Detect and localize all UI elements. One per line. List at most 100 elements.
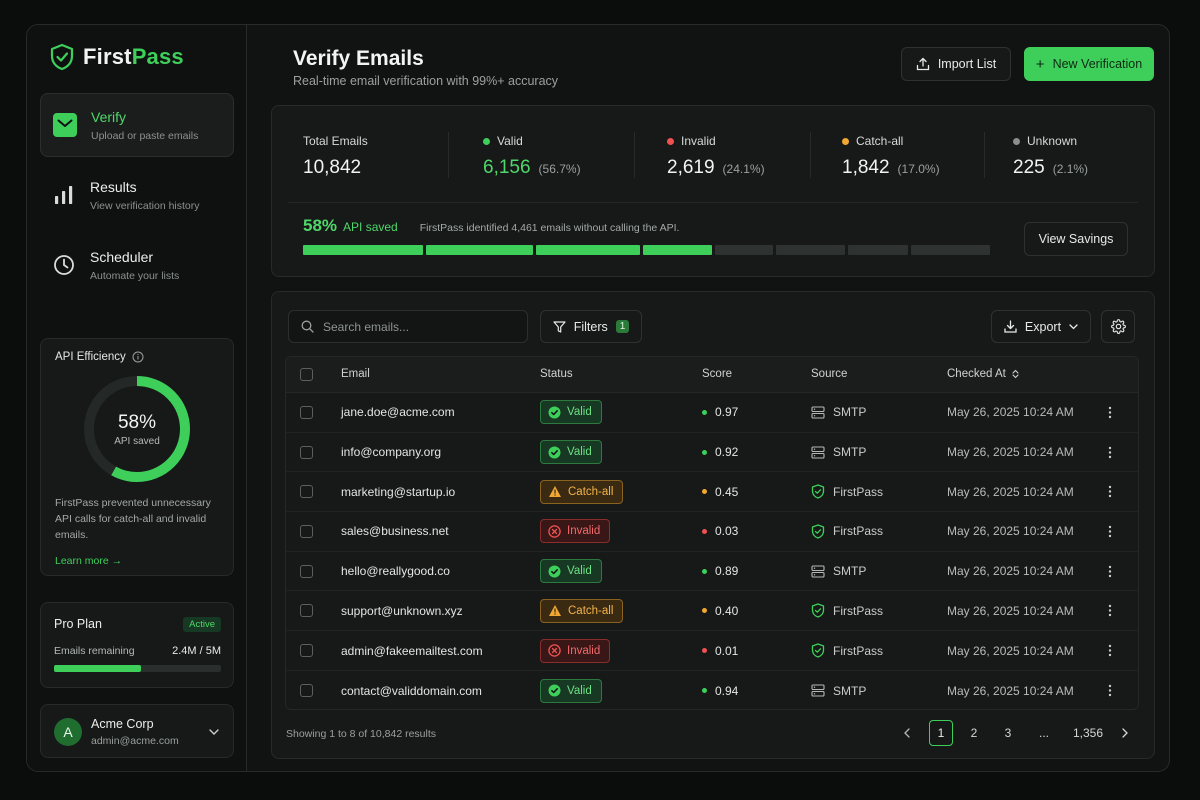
view-savings-button[interactable]: View Savings — [1024, 222, 1128, 256]
progress-segment — [848, 245, 908, 255]
shield-check-icon — [811, 484, 825, 499]
score-dot — [702, 449, 707, 455]
api-efficiency-title: API Efficiency — [55, 351, 144, 363]
new-verification-button[interactable]: + New Verification — [1024, 47, 1154, 81]
filters-button[interactable]: Filters 1 — [540, 310, 642, 343]
app-window: FirstPass Verify Upload or paste emails … — [26, 24, 1170, 772]
search-input[interactable] — [323, 319, 513, 334]
plan-status-badge: Active — [183, 617, 221, 632]
row-actions-button[interactable] — [1108, 472, 1112, 511]
more-vertical-icon — [1108, 406, 1112, 419]
server-icon — [811, 565, 825, 578]
row-checkbox[interactable] — [300, 445, 313, 459]
efficiency-donut: 58% API saved — [84, 376, 190, 482]
select-all-checkbox[interactable] — [300, 368, 313, 381]
row-checkbox[interactable] — [300, 405, 313, 419]
import-list-button[interactable]: Import List — [901, 47, 1011, 81]
status-badge: Valid — [540, 400, 602, 425]
row-actions-button[interactable] — [1108, 592, 1112, 631]
row-checkbox[interactable] — [300, 485, 313, 499]
plan-usage-fill — [54, 665, 141, 672]
page-button-2[interactable]: 2 — [970, 726, 978, 740]
more-vertical-icon — [1108, 486, 1112, 498]
checked-at-cell: May 26, 2025 10:24 AM — [947, 643, 1074, 658]
table-row[interactable]: admin@fakeemailtest.com Invalid 0.01 FirstP… — [286, 631, 1138, 671]
page-button-3[interactable]: 3 — [1004, 726, 1012, 740]
shield-check-icon — [811, 603, 825, 618]
row-checkbox[interactable] — [300, 564, 313, 578]
check-circle-icon — [548, 406, 561, 419]
row-actions-button[interactable] — [1108, 393, 1112, 432]
email-cell: info@company.org — [341, 445, 442, 460]
row-actions-button[interactable] — [1108, 433, 1112, 472]
table-row[interactable]: info@company.org Valid 0.92 SMTP May 26, 202… — [286, 433, 1138, 473]
table-row[interactable]: sales@business.net Invalid 0.03 FirstPass Ma… — [286, 512, 1138, 552]
envelope-icon — [53, 113, 77, 137]
row-actions-button[interactable] — [1108, 552, 1112, 591]
checked-at-cell: May 26, 2025 10:24 AM — [947, 603, 1074, 618]
nav-item-scheduler[interactable]: Scheduler Automate your lists — [40, 233, 234, 297]
column-source[interactable]: Source — [811, 368, 848, 380]
next-page-button[interactable] — [1118, 720, 1132, 746]
row-checkbox[interactable] — [300, 604, 313, 618]
logo: FirstPass — [49, 43, 184, 71]
row-actions-button[interactable] — [1108, 671, 1112, 709]
score-dot — [702, 568, 707, 574]
table-header: Email Status Score Source Checked At — [286, 357, 1138, 393]
column-checked-at[interactable]: Checked At — [947, 368, 1019, 380]
page-button-1[interactable]: 1 — [929, 720, 953, 746]
info-icon[interactable] — [132, 351, 144, 363]
x-circle-icon — [548, 644, 561, 657]
table-row[interactable]: support@unknown.xyz Catch-all 0.40 FirstPas… — [286, 592, 1138, 632]
export-button[interactable]: Export — [991, 310, 1091, 343]
emails-remaining-label: Emails remaining — [54, 645, 135, 657]
email-cell: marketing@startup.io — [341, 484, 456, 499]
filters-count-badge: 1 — [615, 320, 630, 333]
page-button-last[interactable]: 1,356 — [1072, 726, 1104, 740]
table-row[interactable]: contact@validdomain.com Valid 0.94 SMTP May … — [286, 671, 1138, 709]
server-icon — [811, 445, 825, 459]
table-row[interactable]: hello@reallygood.co Valid 0.89 SMTP May 26, … — [286, 552, 1138, 592]
row-checkbox[interactable] — [300, 644, 313, 658]
api-efficiency-card: API Efficiency 58% API saved FirstPass p… — [40, 338, 234, 576]
source-cell: SMTP — [811, 433, 866, 472]
shield-check-icon — [50, 43, 74, 71]
catchall-dot — [842, 137, 849, 145]
source-cell: SMTP — [811, 552, 866, 591]
score-cell: 0.45 — [702, 472, 738, 511]
score-dot — [702, 608, 707, 614]
nav-subtitle: View verification history — [90, 199, 200, 212]
clock-icon — [52, 253, 76, 277]
nav-title: Verify — [91, 108, 127, 125]
nav-item-verify[interactable]: Verify Upload or paste emails — [40, 93, 234, 157]
status-badge: Valid — [540, 559, 602, 584]
row-checkbox[interactable] — [300, 684, 313, 698]
column-status[interactable]: Status — [540, 368, 573, 380]
settings-button[interactable] — [1101, 310, 1135, 343]
row-actions-button[interactable] — [1108, 631, 1112, 670]
shield-check-icon — [811, 643, 825, 658]
account-switcher[interactable]: A Acme Corp admin@acme.com — [40, 704, 234, 758]
valid-dot — [483, 137, 490, 145]
more-vertical-icon — [1108, 605, 1112, 617]
prev-page-button[interactable] — [898, 720, 916, 746]
email-cell: support@unknown.xyz — [341, 603, 463, 618]
email-cell: contact@validdomain.com — [341, 683, 482, 698]
row-actions-button[interactable] — [1108, 512, 1112, 551]
chevron-right-icon — [1122, 728, 1128, 738]
stat-invalid: Invalid 2,619 (24.1%) — [667, 134, 765, 178]
row-checkbox[interactable] — [300, 524, 313, 538]
status-badge: Valid — [540, 678, 602, 703]
column-email[interactable]: Email — [341, 368, 370, 380]
nav-subtitle: Upload or paste emails — [91, 129, 199, 142]
api-saved-summary: 58% API saved FirstPass identified 4,461… — [303, 216, 679, 236]
email-cell: jane.doe@acme.com — [341, 405, 455, 420]
learn-more-link[interactable]: Learn more → — [55, 555, 123, 567]
nav-item-results[interactable]: Results View verification history — [40, 163, 234, 227]
score-dot — [702, 489, 707, 495]
column-score[interactable]: Score — [702, 368, 733, 380]
table-row[interactable]: jane.doe@acme.com Valid 0.97 SMTP May 26, 20… — [286, 393, 1138, 433]
table-row[interactable]: marketing@startup.io Catch-all 0.45 FirstPa… — [286, 472, 1138, 513]
chevron-down-icon — [1069, 323, 1078, 329]
progress-segment — [776, 245, 845, 255]
